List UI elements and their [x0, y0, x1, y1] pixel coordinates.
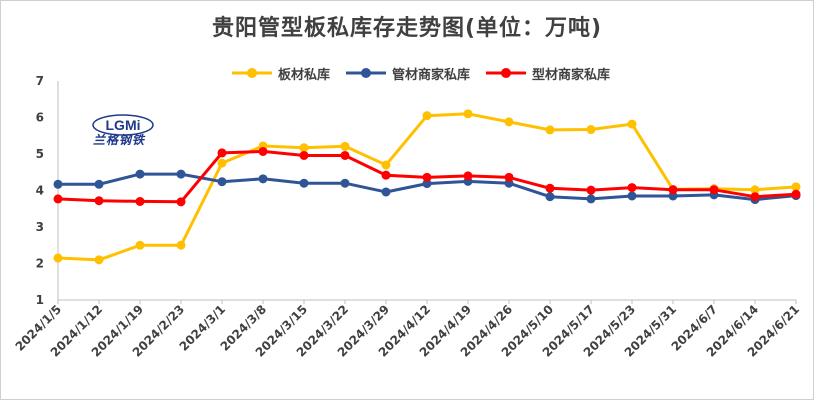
series-0-point: [627, 119, 637, 129]
legend-marker-2: [486, 68, 527, 78]
series-0-point: [299, 143, 309, 153]
legend-marker-1: [346, 68, 387, 78]
series-2-point: [545, 183, 555, 193]
series-2-point: [176, 197, 186, 207]
series-2-point: [709, 185, 719, 195]
series-0-point: [504, 117, 514, 127]
legend-item-2: 型材商家私库: [486, 64, 610, 83]
y-tick-label: 3: [36, 220, 44, 234]
series-2-point: [668, 185, 678, 195]
legend-item-0: 板材私库: [232, 64, 330, 83]
series-1-point: [53, 179, 63, 189]
series-2-point: [791, 189, 801, 199]
legend-label-2: 型材商家私库: [532, 67, 611, 83]
series-1-point: [94, 179, 104, 189]
series-0-point: [545, 125, 555, 135]
series-1-point: [135, 169, 145, 179]
series-0-point: [422, 111, 432, 121]
series-0-point: [791, 182, 801, 192]
series-2-point: [135, 196, 145, 206]
series-2-point: [340, 150, 350, 160]
series-2-point: [94, 196, 104, 206]
y-tick-label: 7: [36, 74, 44, 88]
series-1-point: [258, 174, 268, 184]
logo-text: 兰格钢铁: [93, 133, 146, 147]
series-1-point: [381, 187, 391, 197]
series-2-point: [381, 170, 391, 180]
series-2-point: [258, 146, 268, 156]
series-0-point: [586, 125, 596, 135]
series-0-point: [750, 185, 760, 195]
chart-title: 贵阳管型板私库存走势图(单位：万吨): [211, 16, 603, 41]
legend-marker-0: [232, 68, 272, 78]
legend-label-1: 管材商家私库: [392, 67, 471, 83]
series-0-point: [135, 240, 145, 250]
series-1-point: [299, 178, 309, 188]
lgmi-logo: LGMi: [92, 114, 154, 136]
series-2-point: [750, 192, 760, 202]
series-1-point: [627, 191, 637, 201]
series-0-point: [53, 253, 63, 263]
y-tick-label: 1: [36, 293, 44, 307]
series-1-point: [668, 191, 678, 201]
series-0-point: [463, 109, 473, 119]
series-0-point: [94, 255, 104, 265]
series-2-point: [217, 148, 227, 158]
series-1-point: [176, 169, 186, 179]
series-1-point: [422, 179, 432, 189]
y-tick-label: 4: [36, 184, 44, 198]
series-2-point: [53, 194, 63, 204]
series-1-point: [217, 177, 227, 187]
series-1-point: [586, 194, 596, 204]
series-1-point: [340, 178, 350, 188]
series-0-point: [176, 240, 186, 250]
series-2-point: [504, 172, 514, 182]
y-tick-label: 5: [36, 147, 44, 161]
series-0-point: [340, 141, 350, 151]
chart-legend: 板材私库 管材商家私库 型材商家私库: [232, 63, 610, 83]
series-1-point: [545, 192, 555, 202]
y-tick-label: 6: [36, 111, 44, 125]
series-2-point: [422, 172, 432, 182]
series-2-point: [627, 183, 637, 193]
series-2-point: [463, 171, 473, 181]
logo-letters: LGMi: [106, 117, 141, 133]
legend-label-0: 板材私库: [278, 67, 331, 83]
series-2-point: [299, 150, 309, 160]
legend-item-1: 管材商家私库: [346, 64, 470, 83]
series-0-point: [381, 160, 391, 170]
series-0-point: [217, 158, 227, 168]
y-tick-label: 2: [36, 257, 44, 271]
series-2-point: [586, 185, 596, 195]
